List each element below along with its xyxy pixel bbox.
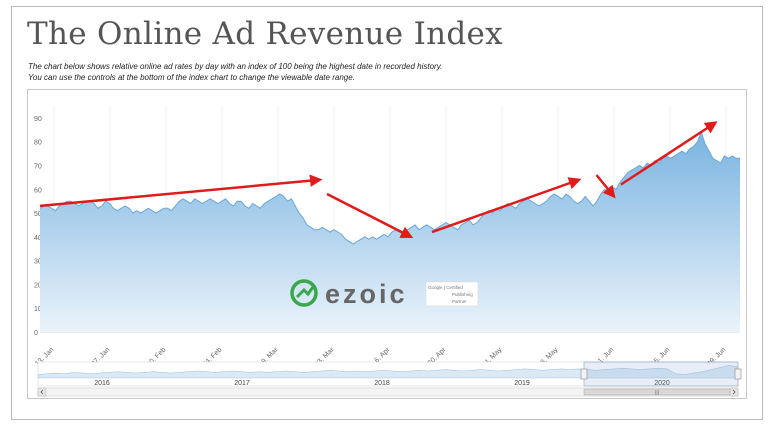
y-tick-label: 40 (34, 235, 42, 242)
scroll-left-button[interactable] (37, 387, 47, 397)
x-tick-label: 6. Apr (374, 346, 392, 364)
partner-badge-line-3: Partner (452, 299, 467, 304)
y-tick-label: 70 (34, 163, 42, 170)
navigator-year-label: 2019 (514, 380, 530, 387)
y-tick-label: 80 (34, 140, 42, 147)
ezoic-logo: ezoic Google | Certified Publishing Part… (290, 279, 479, 309)
revenue-index-chart[interactable]: 0 10 20 30 40 50 60 70 80 90 ezoic Google | Certi… (27, 89, 747, 399)
navigator-year-label: 2016 (94, 380, 110, 387)
date-range-navigator[interactable]: 2016 2017 2018 2019 2020 ||| (37, 361, 742, 397)
y-axis-ticks: 0 10 20 30 40 50 60 70 80 90 (34, 116, 42, 337)
trend-arrow (620, 121, 718, 186)
navigator-right-handle[interactable] (734, 368, 742, 380)
ezoic-logo-arrow-icon (295, 286, 315, 299)
y-tick-label: 20 (34, 282, 42, 289)
navigator-year-label: 2017 (234, 380, 250, 387)
chart-svg: 0 10 20 30 40 50 60 70 80 90 ezoic Google | Certi… (34, 106, 742, 397)
y-tick-label: 30 (34, 259, 42, 266)
partner-badge (425, 281, 479, 307)
index-area-series (39, 130, 740, 332)
navigator-left-handle[interactable] (580, 368, 588, 380)
scroll-left-icon (40, 389, 44, 395)
ezoic-logo-icon (290, 279, 318, 307)
partner-badge-line-2: Publishing (452, 292, 473, 297)
navigator-year-label: 2018 (374, 380, 390, 387)
scroll-right-icon (732, 389, 736, 395)
y-tick-label: 10 (34, 306, 42, 313)
y-tick-label: 0 (34, 330, 38, 337)
index-area-fill (40, 132, 740, 332)
trend-arrow (595, 174, 616, 199)
navigator-series (37, 365, 739, 379)
trend-arrow (326, 192, 414, 238)
y-tick-label: 50 (34, 211, 42, 218)
scroll-right-button[interactable] (729, 387, 739, 397)
page-title: The Online Ad Revenue Index (27, 16, 503, 52)
description-line-1: The chart below shows relative online ad… (28, 62, 443, 71)
y-tick-label: 90 (34, 116, 42, 123)
navigator-selection[interactable] (583, 361, 739, 387)
partner-badge-line-1: Google | Certified (428, 285, 463, 290)
index-line (39, 130, 740, 245)
trend-arrows (39, 121, 718, 238)
y-tick-label: 60 (34, 187, 42, 194)
trend-arrow (431, 177, 582, 234)
scroll-thumb[interactable] (583, 388, 731, 396)
trend-arrow (39, 174, 323, 208)
ezoic-brand-text: ezoic (325, 279, 408, 309)
description-line-2: You can use the controls at the bottom o… (28, 73, 355, 82)
scroll-thumb-grip: ||| (655, 390, 659, 396)
navigator-year-label: 2020 (654, 380, 670, 387)
